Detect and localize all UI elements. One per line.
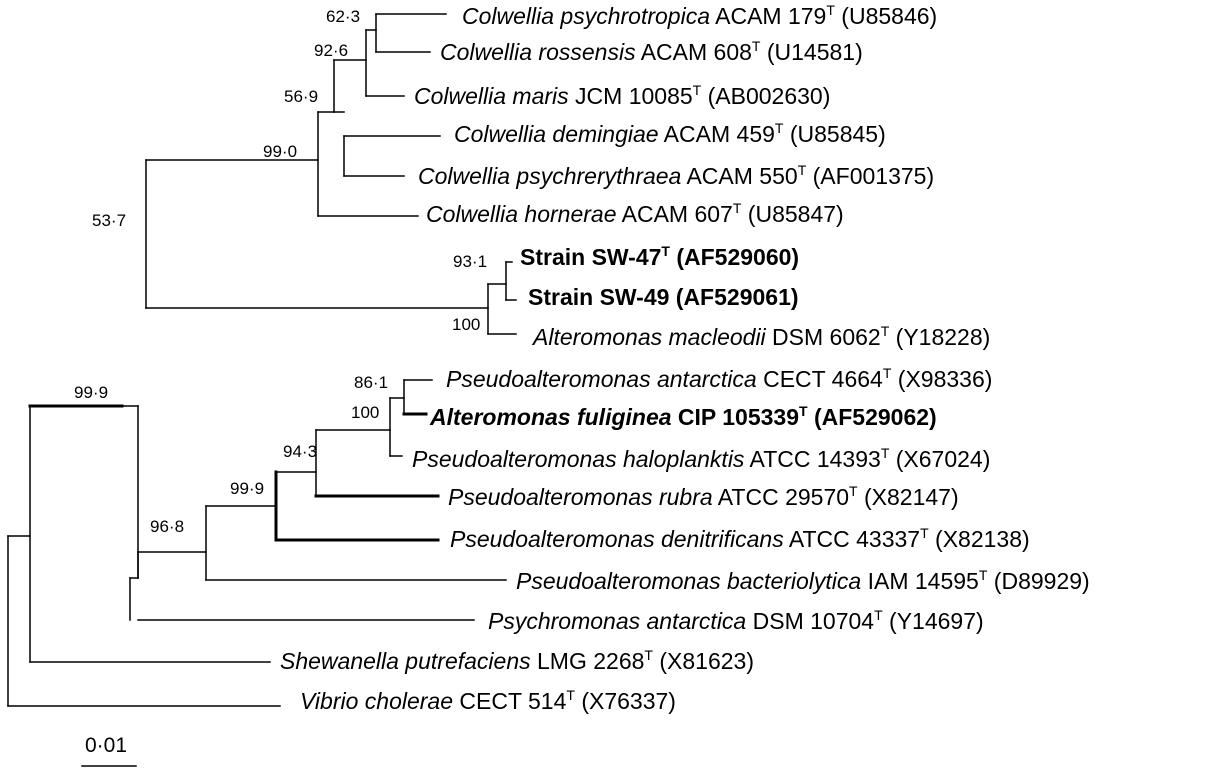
bootstrap-93-1: 93·1: [453, 252, 487, 271]
bootstrap-100-b: 100: [351, 403, 379, 422]
leaf-psychromonas-antarctica: Psychromonas antarctica DSM 10704T (Y146…: [488, 607, 984, 634]
bootstrap-56-9: 56·9: [284, 87, 318, 106]
bootstrap-94-3: 94·3: [283, 442, 317, 461]
bootstrap-92-6: 92·6: [314, 41, 348, 60]
leaf-alteromonas-macleodii: Alteromonas macleodii DSM 6062T (Y18228): [531, 323, 990, 350]
bootstrap-96-8: 96·8: [150, 517, 184, 536]
leaf-pseudoalteromonas-haloplanktis: Pseudoalteromonas haloplanktis ATCC 1439…: [412, 445, 990, 472]
scale-bar-label: 0·01: [85, 734, 127, 757]
leaf-pseudoalteromonas-rubra: Pseudoalteromonas rubra ATCC 29570T (X82…: [448, 483, 959, 510]
bootstrap-99-9: 99·9: [230, 479, 264, 498]
leaf-strain-sw-49: Strain SW-49 (AF529061): [528, 284, 799, 310]
bootstrap-53-7: 53·7: [92, 211, 126, 230]
leaf-pseudoalteromonas-antarctica: Pseudoalteromonas antarctica CECT 4664T …: [446, 365, 992, 392]
leaf-vibrio-cholerae: Vibrio cholerae CECT 514T (X76337): [300, 687, 676, 714]
scale-bar: 0·01: [81, 734, 137, 767]
leaf-colwellia-psychrerythraea: Colwellia psychrerythraea ACAM 550T (AF0…: [418, 162, 934, 189]
leaf-colwellia-psychrotropica: Colwellia psychrotropica ACAM 179T (U858…: [462, 2, 937, 29]
leaf-colwellia-demingiae: Colwellia demingiae ACAM 459T (U85845): [454, 120, 886, 147]
bootstrap-99-0: 99·0: [263, 142, 297, 161]
leaf-pseudoalteromonas-denitrificans: Pseudoalteromonas denitrificans ATCC 433…: [450, 525, 1030, 552]
leaf-shewanella-putrefaciens: Shewanella putrefaciens LMG 2268T (X8162…: [280, 647, 754, 674]
leaf-strain-sw-47: Strain SW-47T (AF529060): [520, 243, 799, 270]
bootstrap-86-1: 86·1: [354, 373, 388, 392]
bootstrap-62-3: 62·3: [326, 7, 360, 26]
bootstrap-100-a: 100: [452, 315, 480, 334]
leaf-alteromonas-fuliginea: Alteromonas fuliginea CIP 105339T (AF529…: [429, 403, 937, 430]
leaf-colwellia-rossensis: Colwellia rossensis ACAM 608T (U14581): [440, 38, 863, 65]
leaf-labels: Colwellia psychrotropica ACAM 179T (U858…: [280, 2, 1090, 714]
bootstrap-99-9-root: 99·9: [74, 383, 108, 402]
leaf-pseudoalteromonas-bacteriolytica: Pseudoalteromonas bacteriolytica IAM 145…: [516, 567, 1090, 594]
leaf-colwellia-maris: Colwellia maris JCM 10085T (AB002630): [414, 82, 830, 109]
bootstrap-values: 62·3 92·6 56·9 99·0 53·7 93·1 100 99·9 8…: [74, 7, 487, 536]
leaf-colwellia-hornerae: Colwellia hornerae ACAM 607T (U85847): [426, 200, 844, 227]
tree-branches: [7, 13, 517, 707]
